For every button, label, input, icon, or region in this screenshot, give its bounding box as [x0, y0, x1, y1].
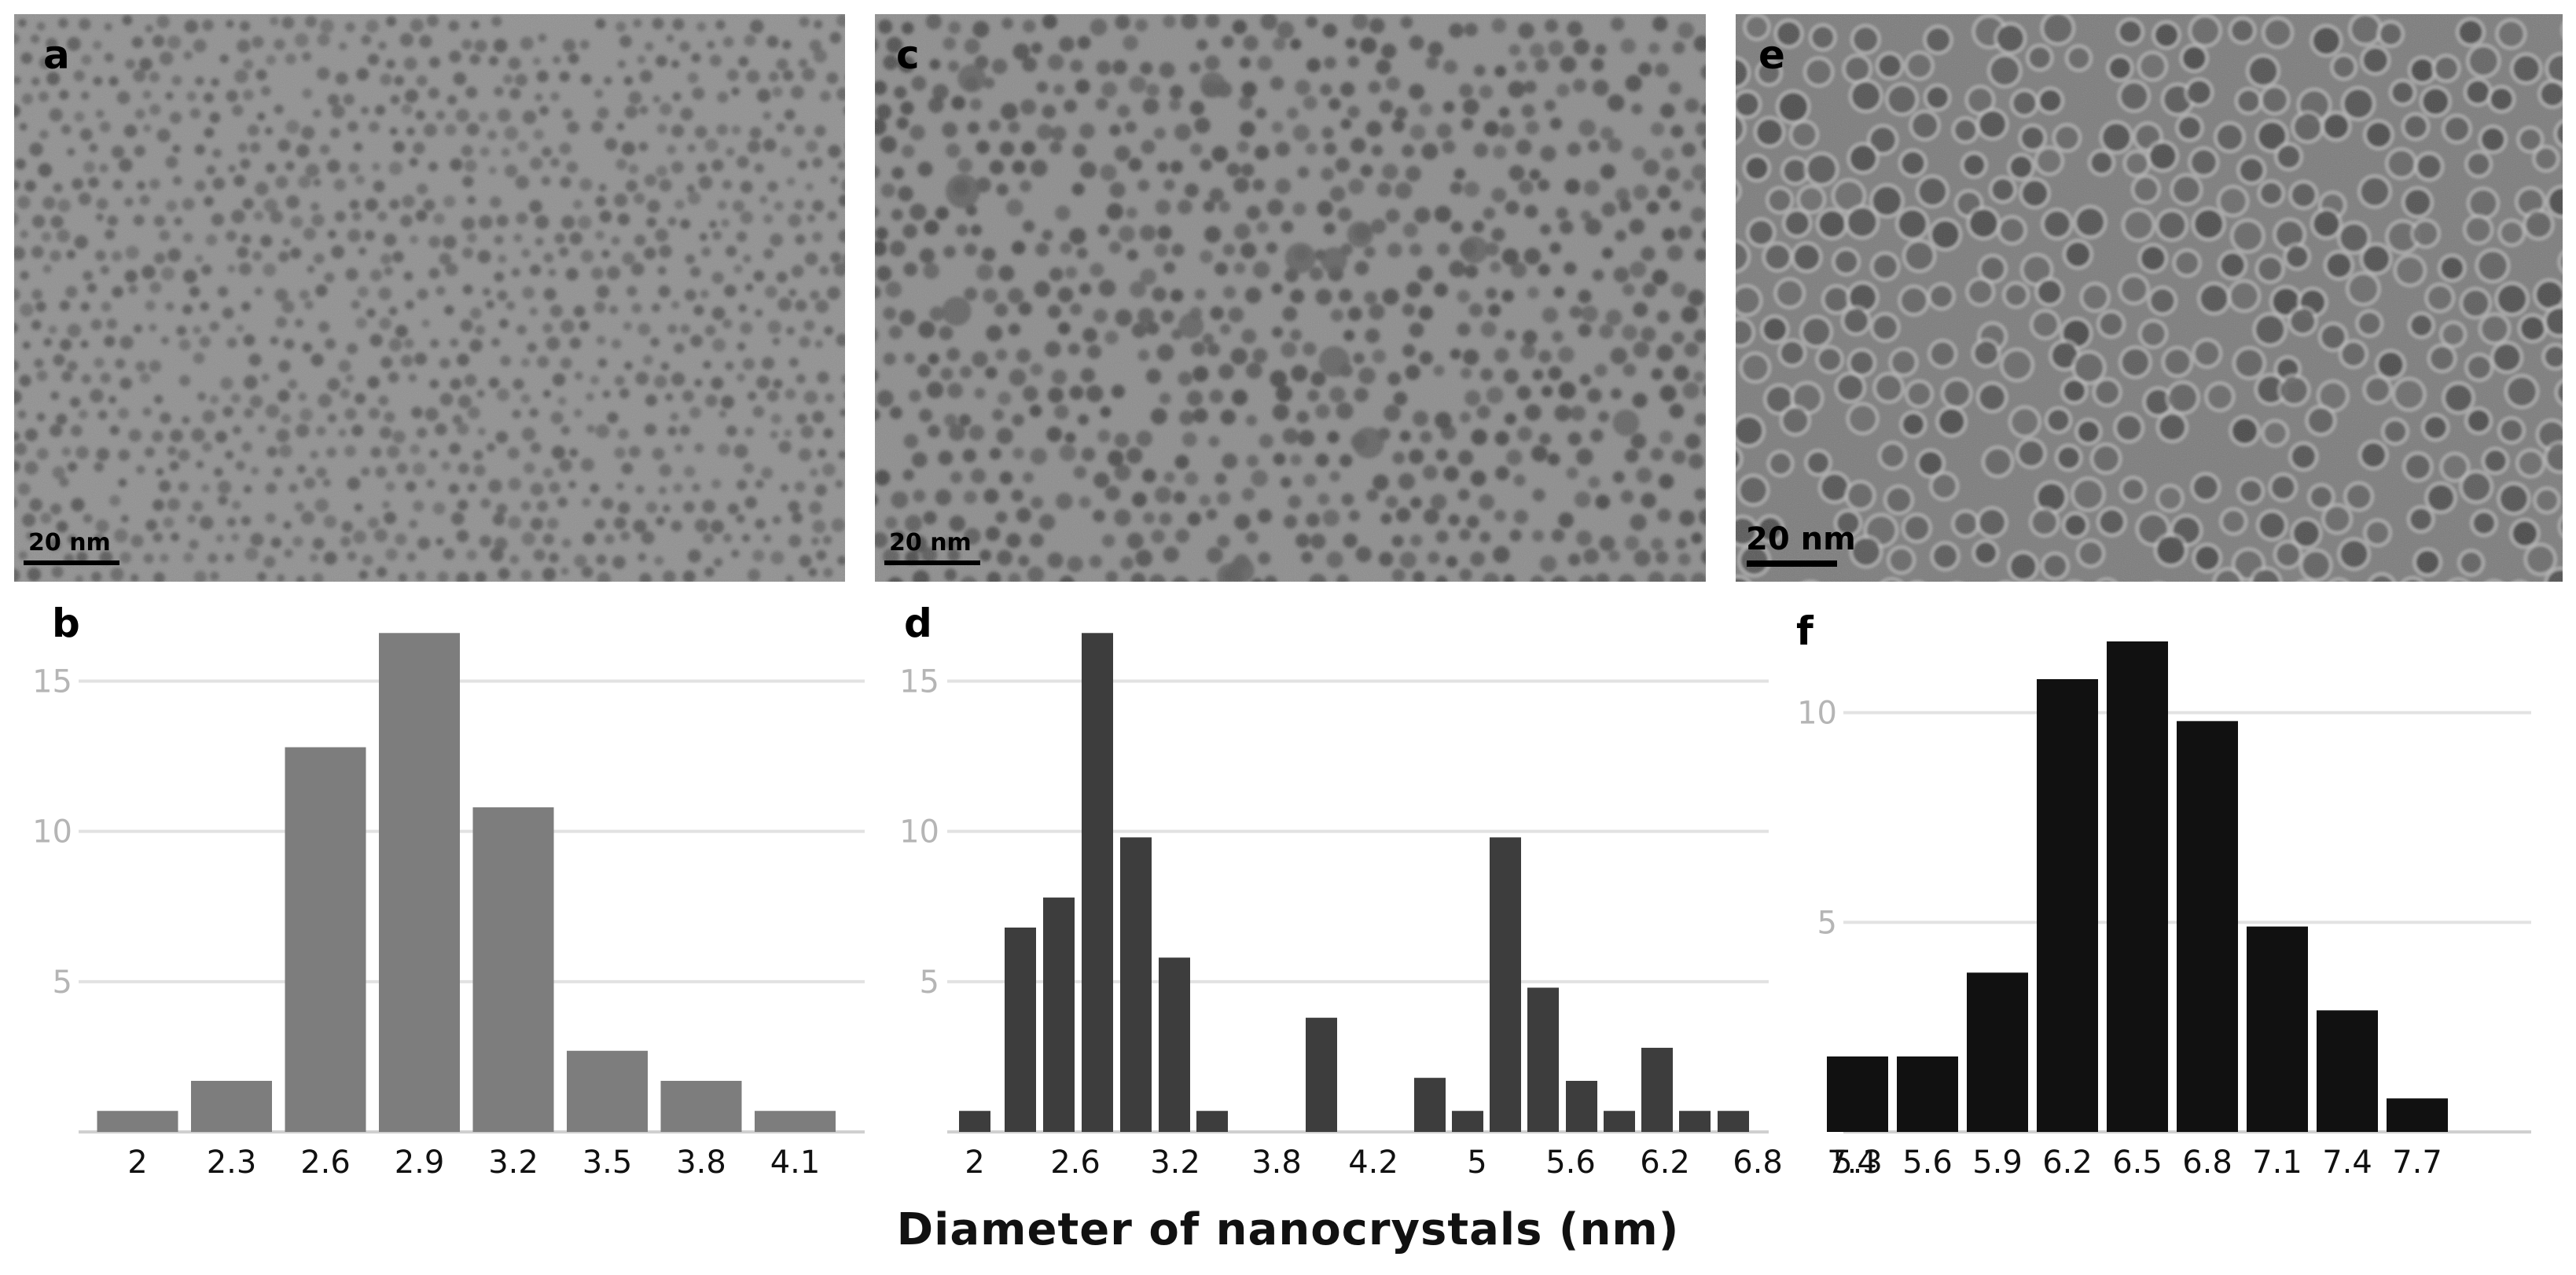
histogram-f: f 5 10 5.3 5.6 5.9 6.2 6.5 6.8 7.1 7.4 7.7	[1737, 597, 2576, 1181]
x-tick-label: 7.1	[2252, 1145, 2302, 1181]
y-tick-label: 5	[1817, 905, 1837, 941]
x-tick-label: 5.6	[1902, 1145, 1953, 1181]
bar	[379, 633, 460, 1132]
x-tick-label: 2.9	[395, 1145, 445, 1181]
bar	[567, 1050, 648, 1132]
x-tick-label: 5.6	[1545, 1145, 1596, 1181]
x-tick-label: 2.6	[300, 1145, 351, 1181]
bar	[959, 1111, 990, 1132]
bar	[1196, 1111, 1228, 1132]
panel-label-f: f	[1796, 608, 1814, 654]
bar	[1043, 897, 1075, 1132]
x-tick-label: 4.1	[770, 1145, 821, 1181]
bar	[1967, 972, 2028, 1132]
x-tick-label: 3.8	[676, 1145, 726, 1181]
scale-bar-label-c: 20 nm	[889, 529, 972, 557]
noise-overlay	[14, 14, 845, 582]
scale-bar-c	[884, 560, 980, 565]
x-tick-label: 5	[1467, 1145, 1486, 1181]
x-tick-label: 7.4	[2322, 1145, 2372, 1181]
noise-overlay	[1736, 14, 2563, 582]
bar	[472, 807, 554, 1132]
x-tick-label: 3.2	[1150, 1145, 1200, 1181]
y-tick-label: 15	[32, 663, 72, 700]
x-tick-label: 3.8	[1251, 1145, 1302, 1181]
bar	[1452, 1111, 1483, 1132]
bar	[1082, 633, 1113, 1132]
noise-overlay	[875, 14, 1706, 582]
bar	[1604, 1111, 1635, 1132]
bar	[1159, 957, 1190, 1132]
bar	[1718, 1111, 1749, 1132]
bar	[1527, 987, 1559, 1132]
bar	[285, 747, 366, 1132]
bar	[2037, 679, 2098, 1132]
x-tick-label: 6.2	[2042, 1145, 2093, 1181]
bar	[1679, 1111, 1711, 1132]
scale-bar-label-a: 20 nm	[28, 529, 111, 557]
x-tick-label: 6.5	[2112, 1145, 2163, 1181]
x-tick-label: 6.2	[1640, 1145, 1690, 1181]
bar	[2247, 926, 2308, 1132]
panel-label-a: a	[43, 32, 70, 78]
bar	[1120, 837, 1152, 1132]
x-tick-label: 5.9	[1972, 1145, 2023, 1181]
bar	[2317, 1010, 2378, 1132]
scale-bar-label-e: 20 nm	[1746, 521, 1856, 557]
bar	[1414, 1078, 1446, 1132]
x-tick-label: 3.5	[582, 1145, 633, 1181]
x-tick-label: 2.6	[1050, 1145, 1101, 1181]
y-tick-label: 10	[899, 814, 939, 851]
bar	[1566, 1081, 1597, 1132]
y-tick-label: 10	[32, 814, 72, 851]
bar	[1490, 837, 1521, 1132]
tem-image-e	[1736, 14, 2563, 582]
y-tick-label: 15	[899, 663, 939, 700]
x-tick-label: 6.8	[2182, 1145, 2232, 1181]
scale-bar-a	[24, 560, 119, 565]
bar	[2177, 721, 2238, 1132]
scale-bar-e	[1747, 560, 1837, 567]
x-tick-label: 2	[965, 1145, 984, 1181]
x-tick-label: 7.4	[1827, 1145, 1877, 1181]
panel-label-b: b	[52, 601, 80, 646]
bar	[2387, 1098, 2448, 1132]
bar	[1827, 1056, 1888, 1132]
y-tick-label: 5	[920, 965, 939, 1001]
bar	[191, 1081, 272, 1132]
x-tick-label: 2.3	[207, 1145, 257, 1181]
panel-label-e: e	[1758, 32, 1785, 78]
x-axis-label: Diameter of nanocrystals (nm)	[896, 1204, 1680, 1255]
x-tick-label: 6.8	[1733, 1145, 1783, 1181]
x-tick-label: 4.2	[1348, 1145, 1398, 1181]
x-tick-label: 2	[127, 1145, 147, 1181]
histogram-d: d 5 10 15 2 2.6 3.2 3.8 4.2 5 5.6 6.2 6.8 7.4	[873, 597, 1877, 1181]
bar	[1641, 1047, 1673, 1132]
histogram-b: b 5 10 15 2 2.3 2.6 2.9 3.2 3.5 3.8 4.1	[0, 597, 873, 1181]
bar	[755, 1111, 836, 1132]
tem-image-c	[875, 14, 1706, 582]
y-tick-label: 5	[53, 965, 72, 1001]
x-tick-label: 3.2	[488, 1145, 538, 1181]
panel-label-c: c	[896, 32, 920, 78]
panel-label-d: d	[904, 601, 932, 646]
bar	[660, 1081, 742, 1132]
x-tick-label: 7.7	[2392, 1145, 2442, 1181]
bar	[1005, 928, 1036, 1132]
bar	[97, 1111, 178, 1132]
x-tick-label: 5.3	[1832, 1145, 1883, 1181]
y-tick-label: 10	[1797, 696, 1837, 732]
tem-image-a	[14, 14, 845, 582]
bar	[1897, 1056, 1958, 1132]
bar	[2107, 641, 2168, 1132]
bar	[1306, 1017, 1337, 1132]
